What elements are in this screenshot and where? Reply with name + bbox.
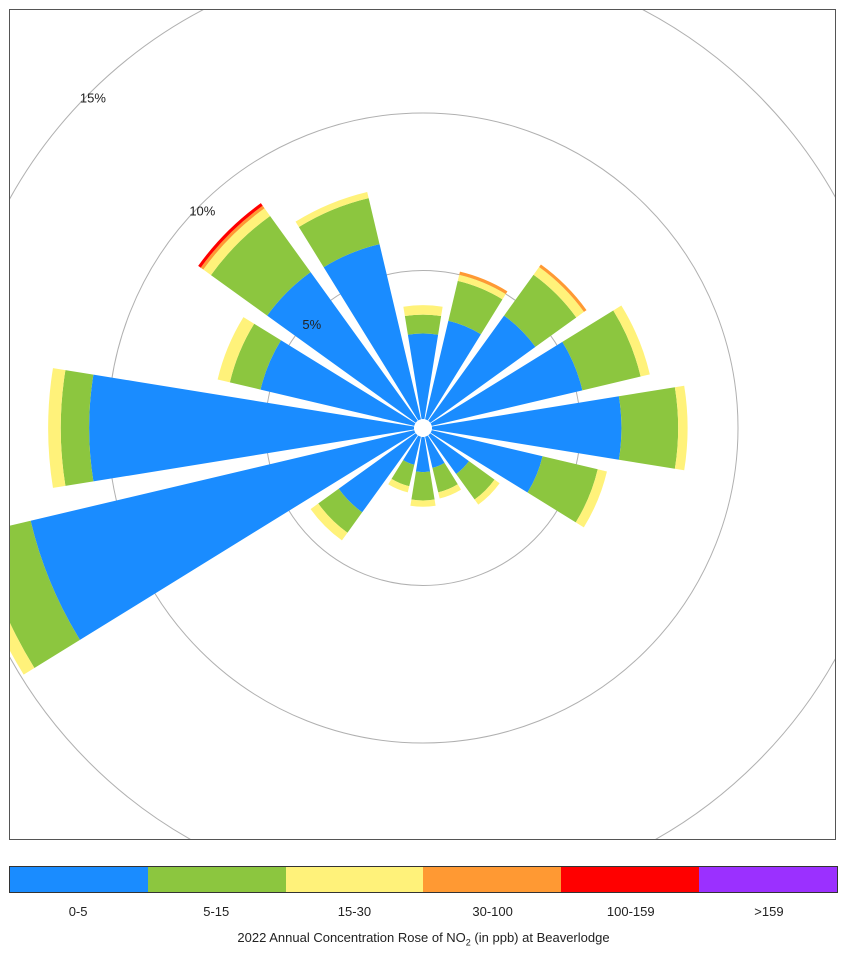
legend-swatch-100-159 (561, 867, 700, 892)
wedge-202.5-5-15 (391, 460, 415, 487)
wedge-270-0-5 (89, 374, 415, 482)
wedge-135-0-5 (428, 433, 469, 474)
wedge-337.5-0-5 (323, 244, 421, 421)
wedge-112.5-0-5 (430, 430, 543, 493)
wedge-180-5-15 (411, 471, 435, 501)
wedge-135-15-30 (474, 479, 500, 505)
wedge-337.5-5-15 (298, 198, 380, 268)
wedge-180-15-30 (410, 499, 436, 507)
wedge-225-5-15 (318, 488, 363, 533)
wedge-0-15-30 (403, 305, 443, 317)
wedge-90-15-30 (674, 385, 688, 471)
wedge-225-15-30 (310, 503, 348, 541)
wedge-247.5-0-5 (30, 430, 416, 640)
wedge-315-0-5 (267, 272, 418, 423)
wedge-22.5-0-5 (425, 320, 481, 421)
legend-label-0-5: 0-5 (68, 904, 88, 919)
wedge-157.5-0-5 (425, 435, 445, 468)
ring-labels: 5% 10% 15% (80, 90, 322, 332)
wedge-270-15-30 (48, 368, 66, 488)
legend-label-15-30: 15-30 (337, 904, 372, 919)
wedge-180-0-5 (415, 436, 431, 473)
wedge-22.5-30-100 (459, 271, 508, 294)
legend-swatch-30-100 (423, 867, 562, 892)
legend-swatch-0-5 (10, 867, 148, 892)
wedge-22.5-15-30 (457, 274, 506, 300)
wedge-315-100-159 (198, 203, 263, 268)
wedge-202.5-15-30 (388, 478, 410, 493)
wedge-112.5-15-30 (575, 469, 607, 528)
wedge-202.5-0-5 (403, 435, 421, 465)
wedge-292.5-15-30 (217, 317, 255, 383)
wedge-157.5-15-30 (438, 484, 462, 499)
wedge-292.5-5-15 (229, 323, 281, 390)
wedge-45-0-5 (428, 315, 536, 423)
title-pre: 2022 Annual Concentration Rose of NO (237, 930, 466, 945)
wedge-315-15-30 (203, 208, 271, 276)
wedge-112.5-5-15 (527, 456, 598, 523)
wedge-45-5-15 (504, 274, 577, 347)
wedge-90-5-15 (618, 387, 679, 469)
ring-label-10: 10% (189, 204, 215, 219)
wedge-337.5-15-30 (295, 191, 369, 227)
legend-label-30-100: 30-100 (472, 904, 513, 919)
wedge-247.5-5-15 (10, 520, 80, 669)
wedge-90-0-5 (431, 396, 622, 460)
wedges (10, 191, 688, 675)
ring-label-5: 5% (302, 317, 321, 332)
ring-label-15: 15% (80, 90, 106, 105)
wedge-135-5-15 (456, 461, 495, 500)
legend-swatch-15-30 (285, 867, 424, 892)
legend-swatch-5-15 (147, 867, 286, 892)
legend-label->159: >159 (754, 904, 784, 919)
legend-labels: 0-5 5-15 15-30 30-100 100-159 >159 (9, 904, 838, 919)
wedge-292.5-0-5 (260, 340, 416, 426)
title-post: (in ppb) at Beaverlodge (470, 930, 610, 945)
wedge-45-15-30 (533, 267, 584, 318)
wedge-67.5-5-15 (562, 310, 641, 391)
title-subscript: 2 (465, 937, 471, 948)
legend-label-5-15: 5-15 (203, 904, 230, 919)
wedge-67.5-0-5 (430, 341, 583, 426)
wedge-0-5-15 (404, 314, 442, 335)
wedge-315-30-100 (200, 205, 265, 270)
wedge-157.5-5-15 (432, 462, 458, 493)
wedge-225-0-5 (338, 433, 418, 513)
wedge-45-30-100 (539, 264, 587, 312)
legend-swatch->159 (699, 867, 837, 892)
wedge-0-0-5 (407, 333, 439, 420)
wedge-67.5-15-30 (613, 305, 650, 377)
wedge-247.5-15-30 (10, 622, 35, 675)
concentration-rose: 5% 10% 15% (10, 10, 835, 839)
center-hub (417, 422, 429, 434)
chart-title: 2022 Annual Concentration Rose of NO2 (i… (9, 930, 838, 948)
color-legend (9, 866, 838, 893)
plot-area: 5% 10% 15% (9, 9, 836, 840)
legend-label-100-159: 100-159 (606, 904, 655, 919)
wedge-22.5-5-15 (448, 280, 503, 335)
wedge-270-5-15 (60, 370, 94, 486)
wedge-315-5-15 (210, 215, 311, 316)
